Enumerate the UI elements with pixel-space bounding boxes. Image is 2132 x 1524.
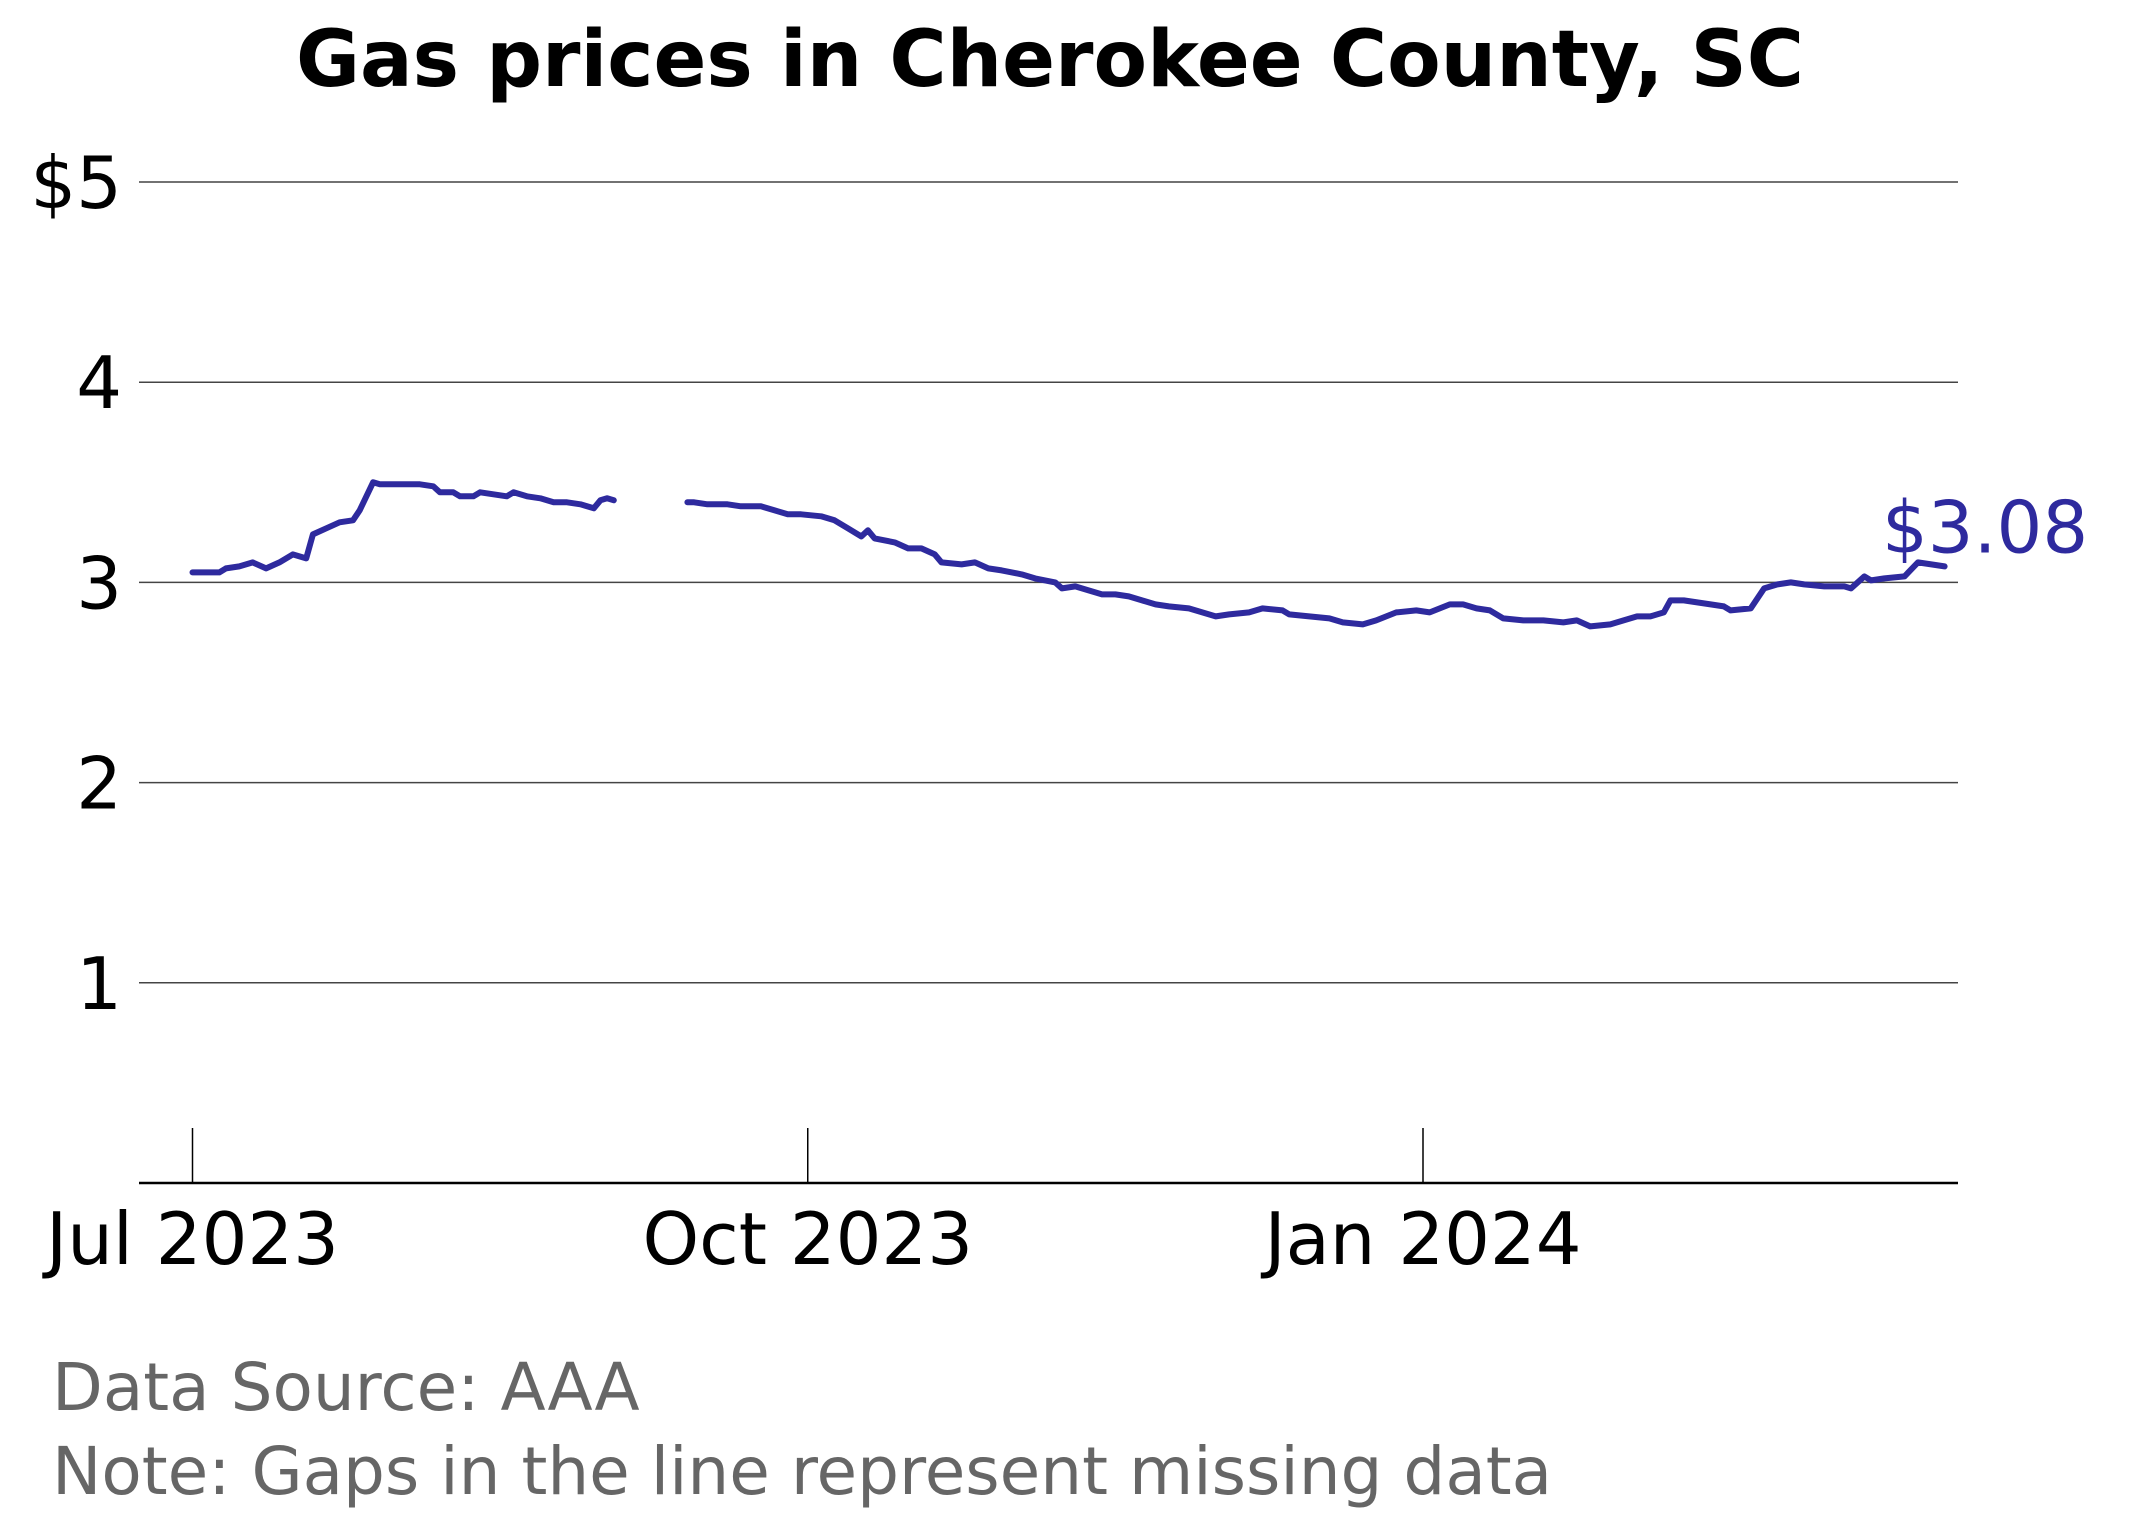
price-line-segment	[189, 479, 617, 576]
y-tick-label: 4	[76, 341, 122, 425]
y-tick-label: 3	[76, 541, 122, 625]
chart-title: Gas prices in Cherokee County, SC	[296, 15, 1804, 105]
x-tick-label: Jul 2023	[42, 1197, 339, 1281]
y-axis-ticks: 1 2 3 4 $5	[30, 141, 122, 1026]
missing-data-note: Note: Gaps in the line represent missing…	[52, 1433, 1552, 1510]
x-tick-label: Oct 2023	[642, 1197, 973, 1281]
last-value-label: $3.08	[1882, 485, 2088, 569]
x-tick-label: Jan 2024	[1260, 1197, 1581, 1281]
x-axis-ticks: Jul 2023 Oct 2023 Jan 2024	[42, 1128, 1582, 1281]
price-series	[189, 479, 1948, 630]
y-tick-label: $5	[30, 141, 122, 225]
y-tick-label: 2	[76, 742, 122, 826]
data-source-note: Data Source: AAA	[52, 1349, 640, 1426]
price-line-segment	[684, 499, 1948, 630]
y-tick-label: 1	[76, 942, 122, 1026]
